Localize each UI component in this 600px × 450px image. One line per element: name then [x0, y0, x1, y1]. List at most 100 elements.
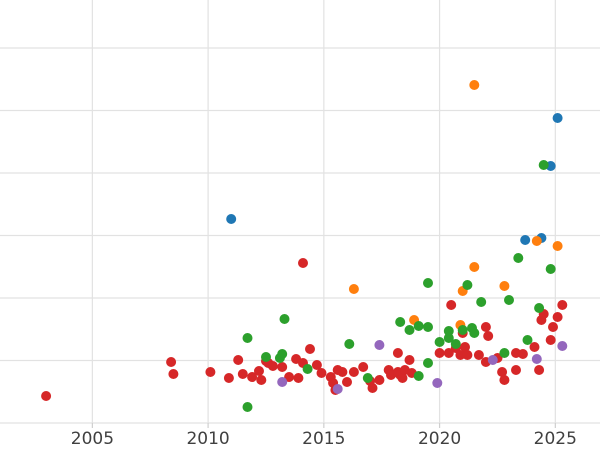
data-points-layer: [41, 80, 568, 412]
x-tick-label: 2005: [71, 429, 114, 449]
data-point-red: [223, 373, 234, 383]
data-point-green: [277, 349, 288, 359]
data-point-orange: [499, 281, 510, 291]
data-point-red: [434, 348, 445, 358]
data-point-green: [499, 348, 510, 358]
data-point-red: [374, 375, 385, 385]
data-point-green: [476, 297, 487, 307]
data-point-red: [166, 357, 177, 367]
data-point-red: [529, 342, 540, 352]
data-point-red: [41, 391, 52, 401]
data-point-orange: [469, 262, 480, 272]
data-point-red: [404, 355, 415, 365]
data-point-red: [284, 372, 295, 382]
x-axis-labels: 2005 2010 2015 2020 2025: [71, 429, 577, 449]
data-point-red: [342, 377, 352, 387]
data-point-red: [358, 362, 369, 372]
data-point-green: [457, 325, 468, 335]
data-point-green: [462, 280, 473, 290]
data-point-red: [305, 344, 315, 354]
data-point-red: [298, 258, 308, 268]
data-point-red: [233, 355, 244, 365]
data-point-green: [522, 335, 533, 345]
data-point-red: [311, 360, 322, 370]
data-point-green: [242, 402, 253, 412]
data-point-green: [450, 339, 461, 349]
data-point-orange: [469, 80, 480, 90]
data-point-green: [443, 333, 454, 343]
data-point-green: [404, 325, 415, 335]
x-tick-label: 2015: [302, 429, 345, 449]
data-point-purple: [332, 384, 343, 394]
data-point-orange: [531, 236, 542, 246]
x-tick-label: 2020: [418, 429, 461, 449]
data-point-blue: [226, 214, 237, 224]
data-point-green: [413, 371, 424, 381]
data-point-green: [534, 303, 545, 313]
data-point-red: [446, 300, 457, 310]
x-axis-ticks: [91, 423, 556, 428]
data-point-purple: [432, 378, 443, 388]
data-point-red: [511, 365, 521, 375]
data-point-red: [205, 367, 216, 377]
data-point-red: [460, 342, 470, 352]
data-point-purple: [277, 377, 288, 387]
x-tick-label: 2025: [534, 429, 577, 449]
data-point-green: [423, 358, 433, 368]
data-point-red: [483, 331, 494, 341]
data-point-purple: [487, 355, 498, 365]
data-point-green: [362, 373, 373, 383]
data-point-red: [367, 383, 378, 393]
data-point-green: [302, 364, 313, 374]
data-point-red: [254, 366, 264, 376]
data-point-red: [267, 361, 278, 371]
data-point-green: [469, 328, 480, 338]
data-point-green: [443, 326, 454, 336]
data-point-red: [473, 350, 484, 360]
data-point-red: [237, 369, 248, 379]
data-point-red: [480, 322, 491, 332]
data-point-red: [499, 375, 510, 385]
data-point-red: [517, 349, 528, 359]
data-point-green: [423, 322, 433, 332]
data-point-green: [242, 333, 253, 343]
data-point-red: [348, 367, 359, 377]
data-point-green: [395, 317, 406, 327]
x-tick-label: 2010: [186, 429, 229, 449]
data-point-blue: [520, 235, 531, 245]
data-point-green: [423, 278, 433, 288]
data-point-green: [545, 264, 556, 274]
data-point-red: [337, 367, 348, 377]
data-point-red: [256, 375, 267, 385]
data-point-purple: [557, 341, 568, 351]
data-point-red: [557, 300, 568, 310]
data-point-red: [497, 367, 508, 377]
data-point-red: [534, 365, 545, 375]
data-point-green: [413, 321, 424, 331]
data-point-red: [392, 348, 403, 358]
data-point-red: [247, 372, 258, 382]
data-point-red: [397, 373, 408, 383]
data-point-green: [504, 295, 514, 305]
data-point-red: [552, 312, 563, 322]
data-point-red: [455, 350, 466, 360]
data-point-orange: [348, 284, 359, 294]
data-point-red: [443, 348, 454, 358]
data-point-green: [434, 337, 445, 347]
data-point-red: [168, 369, 179, 379]
data-point-red: [277, 362, 288, 372]
data-point-purple: [374, 340, 385, 350]
data-point-green: [261, 352, 271, 362]
data-point-green: [538, 160, 549, 170]
data-point-purple: [531, 354, 542, 364]
data-point-red: [316, 368, 327, 378]
data-point-red: [293, 373, 304, 383]
data-point-green: [513, 253, 524, 263]
data-point-orange: [552, 241, 563, 251]
data-point-green: [279, 314, 290, 324]
data-point-green: [344, 339, 355, 349]
data-point-red: [548, 322, 558, 332]
data-point-blue: [552, 113, 563, 123]
